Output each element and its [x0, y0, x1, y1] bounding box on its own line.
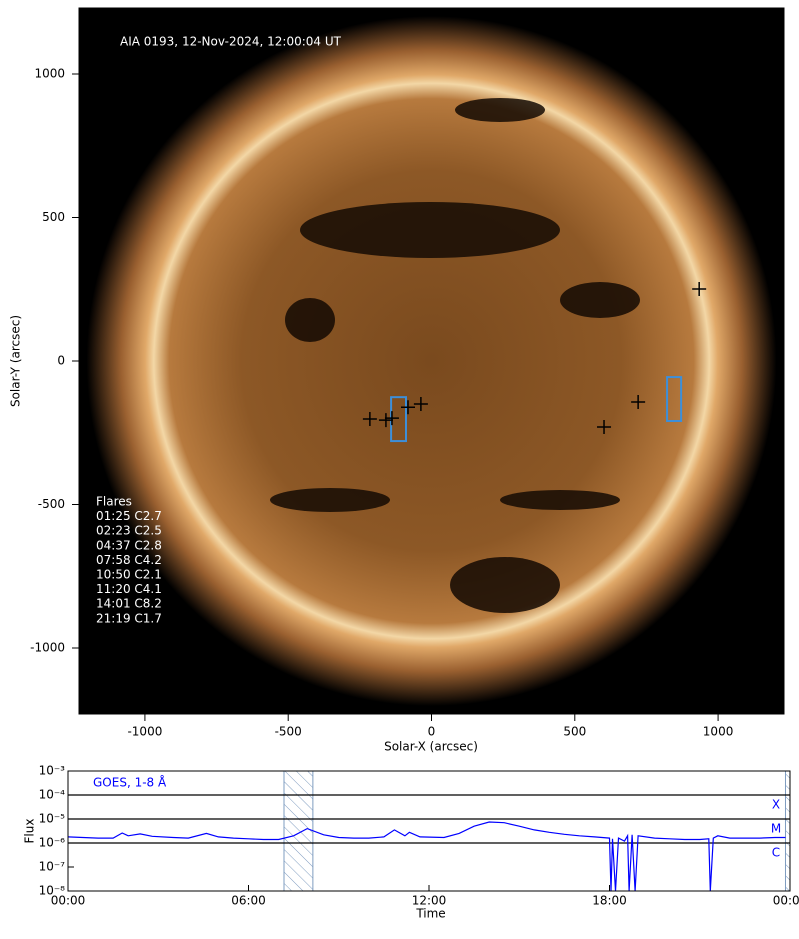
data-gap — [283, 770, 314, 892]
flare-marker — [401, 400, 415, 415]
x-tick-label: 1000 — [703, 725, 734, 739]
data-gap — [784, 770, 791, 892]
x-tick-label: 06:00 — [231, 894, 266, 908]
x-tick-label: 12:00 — [412, 894, 447, 908]
y-tick-label: 0 — [57, 354, 65, 368]
x-tick-label: 00:00 — [51, 894, 86, 908]
y-tick-label: 10⁻⁵ — [39, 812, 66, 826]
flare-marker — [692, 281, 707, 296]
coronal-holes — [270, 98, 640, 613]
flux-line — [67, 821, 786, 892]
y-tick-label: 10⁻⁶ — [39, 836, 66, 850]
goes-x-label: Time — [415, 907, 445, 921]
flare-marker — [384, 411, 399, 426]
x-tick-label: -500 — [275, 725, 302, 739]
x-tick-label: 00:00 — [773, 894, 799, 908]
x-tick-label: 18:00 — [592, 894, 627, 908]
flare-list-title: Flares — [96, 495, 132, 509]
flare-entry: 01:25 C2.7 — [96, 509, 162, 523]
y-tick-label: 10⁻⁴ — [39, 788, 66, 802]
image-title: AIA 0193, 12-Nov-2024, 12:00:04 UT — [120, 35, 342, 49]
flare-marker — [597, 420, 612, 435]
y-tick-label: 1000 — [34, 67, 65, 81]
goes-y-label: Flux — [23, 819, 37, 844]
solar-disk — [86, 16, 777, 706]
x-tick-label: 500 — [563, 725, 586, 739]
flare-marker — [362, 411, 377, 426]
flare-entry: 11:20 C4.1 — [96, 582, 162, 596]
region-box — [390, 396, 407, 443]
goes-series-label: GOES, 1-8 Å — [93, 775, 167, 790]
class-label: X — [772, 798, 780, 812]
flare-entry: 14:01 C8.2 — [96, 597, 162, 611]
class-label: M — [771, 822, 781, 836]
y-tick-label: 10⁻⁷ — [39, 860, 66, 874]
y-tick-label: 10⁻⁸ — [39, 884, 66, 898]
y-tick-label: -1000 — [30, 640, 65, 654]
class-label: C — [772, 846, 780, 860]
y-tick-label: 10⁻³ — [39, 764, 66, 778]
flare-marker — [413, 397, 428, 412]
x-axis-label: Solar-X (arcsec) — [384, 740, 478, 754]
x-tick-label: 0 — [428, 725, 436, 739]
flare-entry: 21:19 C1.7 — [96, 611, 162, 625]
flare-entry: 10:50 C2.1 — [96, 568, 162, 582]
goes-background — [68, 771, 790, 891]
y-tick-label: 500 — [42, 210, 65, 224]
y-axis-label: Solar-Y (arcsec) — [9, 315, 23, 407]
region-box — [666, 376, 683, 422]
flare-marker — [631, 395, 646, 410]
flare-entry: 04:37 C2.8 — [96, 538, 162, 552]
flare-entry: 02:23 C2.5 — [96, 524, 162, 538]
flare-entry: 07:58 C4.2 — [96, 553, 162, 567]
x-tick-label: -1000 — [127, 725, 162, 739]
y-tick-label: -500 — [38, 497, 65, 511]
flare-marker — [378, 413, 393, 428]
goes-frame — [67, 770, 791, 892]
